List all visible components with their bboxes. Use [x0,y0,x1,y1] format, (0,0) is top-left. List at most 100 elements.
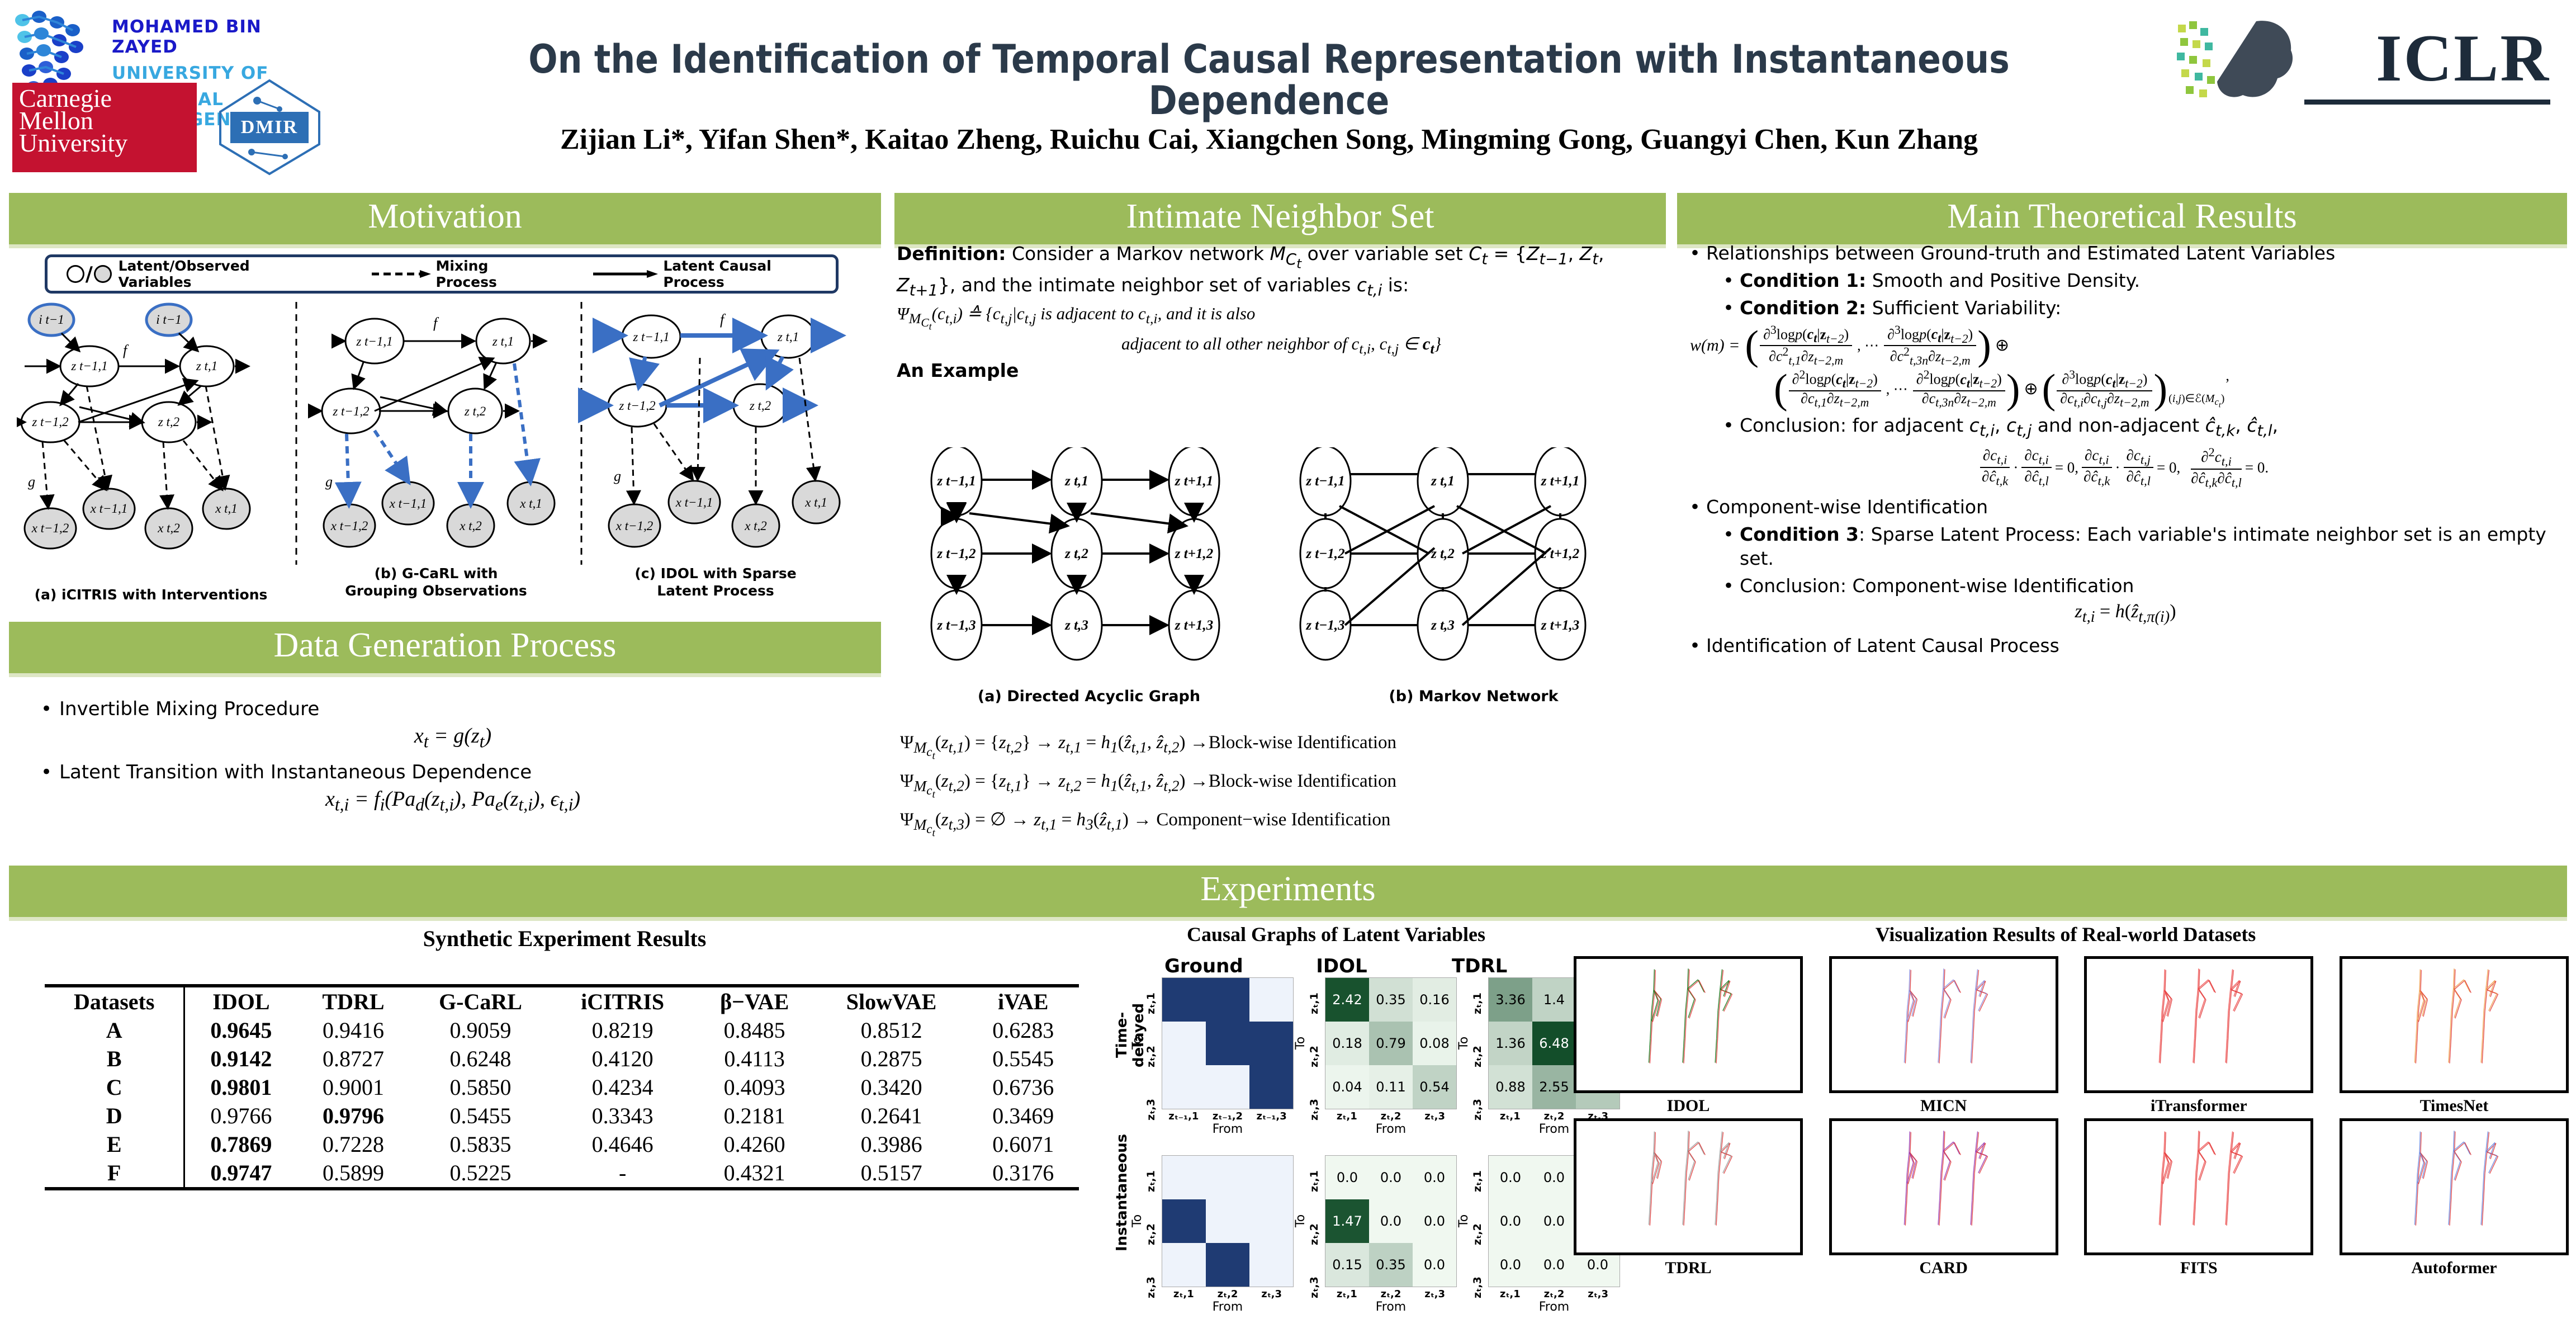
cmu-line-1: Carnegie [19,84,112,112]
table-cell: 0.3469 [992,1103,1054,1128]
table-cell: 0.3176 [992,1160,1054,1185]
svg-text:g: g [325,474,333,490]
table-header-row: Datasets IDOL TDRL G-CaRL iCITRIS β−VAE … [45,987,1079,1016]
table-cell: 0.8219 [591,1018,654,1043]
svg-text:x t−1,2: x t−1,2 [615,519,654,533]
svg-text:z t+1,3: z t+1,3 [1175,618,1213,633]
heatmap-col-tick: zₜ,1 [1499,1288,1521,1300]
svg-text:z t+1,3: z t+1,3 [1541,618,1579,633]
table-cell: 0.9796 [322,1103,384,1128]
heatmap-cell: 0.16 [1413,978,1456,1022]
heatmap-cell [1206,978,1249,1022]
table-top-rule [45,984,1079,987]
motivation-diagram: i t−1 i t−1 z t−1,1 z t,1 z t−1,2 z t,2 … [12,302,846,565]
mtr-conclusion-1-row: • Conclusion: for adjacent ct,i, ct,j an… [1717,414,2567,441]
heatmap-row-tick: zₜ,3 [1308,1099,1320,1121]
svg-text:z t−1,3: z t−1,3 [1305,618,1344,633]
skeleton-caption: iTransformer [2150,1096,2247,1115]
dataset-name: B [45,1044,186,1073]
section-main-results: Main Theoretical Results [1677,193,2567,248]
heatmap-col-tick: zₜ,2 [1380,1288,1401,1300]
skeleton-panel: CARD [1829,1118,2058,1278]
bullet-icon: • [1723,523,1734,545]
heatmap-cell: 1.47 [1325,1199,1369,1243]
iclr-wordmark: ICLR [2375,21,2550,95]
svg-text:z t,2: z t,2 [749,399,771,413]
skeleton-caption: TDRL [1665,1259,1712,1277]
table-cell: 0.6248 [449,1046,512,1071]
definition-text: Consider a Markov network MCt over varia… [897,243,1604,300]
dgp-bullet-1-label: Invertible Mixing Procedure [59,698,320,720]
heatmap-cell [1249,1065,1293,1109]
skeleton-caption: TimesNet [2419,1096,2489,1115]
heatmap-cell: 0.0 [1532,1156,1576,1199]
heatmap-cell [1249,1199,1293,1243]
col-header-idol: IDOL [212,989,270,1014]
heatmap-cell: 0.79 [1369,1022,1413,1065]
heatmap-row-tick: zₜ,1 [1471,1170,1484,1193]
iclr-underline [2304,100,2550,105]
caption-dag: (a) Directed Acyclic Graph [977,688,1201,705]
heatmap-axis-to: To [1130,1214,1144,1227]
motivation-caption-a: (a) iCITRIS with Interventions [34,587,268,603]
svg-text:x t−1,2: x t−1,2 [31,521,69,535]
skeleton-caption: MICN [1920,1096,1967,1115]
heatmap-row-tick: zₜ,3 [1308,1277,1320,1299]
latent-variable-circle-icon [67,265,84,283]
table-cell: 0.7228 [322,1132,384,1157]
dataset-name: E [45,1130,186,1159]
dashed-arrow-icon [371,270,431,278]
table-cell: 0.2641 [860,1103,922,1128]
dmir-diamond-icon [219,79,320,176]
table-cell: 0.8485 [723,1018,785,1043]
svg-text:z t,2: z t,2 [158,415,179,429]
table-cell: 0.9801 [210,1075,272,1100]
psi-result-1: ΨMct(zt,1) = {zt,2} → zt,1 = h1(ẑt,1, ẑt… [900,732,1397,762]
table-cell: 0.5545 [992,1046,1054,1071]
skeleton-panel: IDOL [1574,956,1803,1115]
heatmap-ground_truth: To zₜ,1 zₜ,2 zₜ,3 zₜ₋₁,1 zₜ₋₁,2 zₜ₋₁,3 From [1130,977,1294,1136]
heatmap-cell: 3.36 [1489,978,1532,1022]
heatmap-col-tick: zₜ₋₁,3 [1256,1110,1287,1122]
bullet-icon: • [1723,296,1734,319]
heatmap-cell [1249,978,1293,1022]
svg-text:z t,2: z t,2 [1064,546,1088,561]
motivation-caption-b: (b) G-CaRL with Grouping Observations [345,565,527,599]
heatmap-cell: 2.55 [1532,1065,1576,1109]
heatmap-row-tick: zₜ,1 [1145,992,1157,1015]
skeleton-caption: FITS [2180,1259,2218,1277]
svg-text:z t−1,1: z t−1,1 [356,334,392,348]
heatmap-cell [1206,1065,1249,1109]
svg-text:x t,2: x t,2 [157,521,180,535]
conclusion-2-equation: zt,i = h(ẑt,π(i)) [2075,601,2176,626]
heatmap-row-tick: zₜ,2 [1145,1046,1157,1068]
svg-text:z t+1,2: z t+1,2 [1541,546,1579,561]
heatmap-axis-to: To [1457,1214,1471,1227]
heatmap-cell [1206,1199,1249,1243]
table-cell: 0.3420 [860,1075,922,1100]
heatmap-col-tick: zₜ,3 [1261,1288,1282,1300]
heatmap-col-tick: zₜ,1 [1336,1110,1357,1122]
svg-text:i t−1: i t−1 [39,313,64,327]
heatmap-row-tick: zₜ,3 [1145,1277,1157,1299]
dgp-equation-2: xt,i = fi(Pad(zt,i), Pae(zt,i), ϵt,i) [325,787,581,815]
mtr-heading-3-row: • Identification of Latent Causal Proces… [1684,634,2567,658]
cmu-line-3: University [19,129,128,157]
heatmap-cell: 0.0 [1489,1199,1532,1243]
table-row: C 0.9801 0.9001 0.5850 0.4234 0.4093 0.3420 0.6… [45,1073,1079,1102]
author-list: Zijian Li*, Yifan Shen*, Kaitao Zheng, R… [560,124,1978,155]
heatmap-axis-to: To [1294,1214,1308,1227]
svg-text:g: g [28,474,35,490]
condition-1-text: Smooth and Positive Density. [1872,269,2141,291]
svg-text:x t−1,1: x t−1,1 [90,502,128,516]
table-cell: 0.5225 [449,1160,512,1185]
heatmap-cell: 6.48 [1532,1022,1576,1065]
psi-result-3: ΨMct(zt,3) = ∅ → zt,1 = h3(ẑt,1) → Compo… [900,810,1391,839]
visualization-title: Visualization Results of Real-world Data… [1875,923,2256,946]
bullet-icon: • [1689,495,1701,518]
table-cell: 0.3343 [591,1103,654,1128]
iclr-logo: ICLR [2172,9,2564,110]
mtr-conclusion-2-row: • Conclusion: Component-wise Identificat… [1717,574,2567,598]
page-title: On the Identification of Temporal Causal… [528,36,2010,124]
psi-result-2: ΨMct(zt,2) = {zt,1} → zt,2 = h1(ẑt,1, ẑt… [900,771,1397,801]
